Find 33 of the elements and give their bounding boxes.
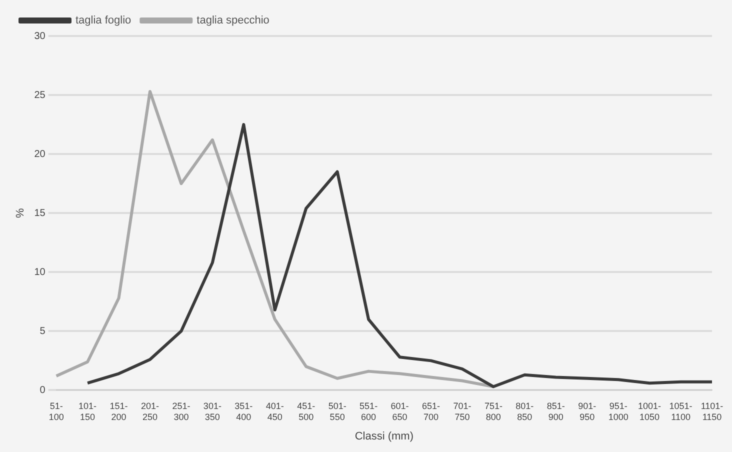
- y-tick-label: 30: [34, 30, 46, 42]
- y-tick-label: 25: [34, 90, 46, 101]
- y-tick-label: 5: [40, 326, 46, 337]
- legend-label: taglia foglio: [76, 14, 132, 27]
- x-tick-label: 701-750: [453, 401, 472, 422]
- x-tick-label: 351-400: [234, 401, 253, 422]
- x-tick-label: 901-950: [578, 401, 596, 422]
- y-tick-label: 10: [34, 266, 46, 278]
- legend-label: taglia specchio: [196, 14, 270, 27]
- y-tick-label: 0: [40, 384, 46, 396]
- x-tick-label: 51-100: [48, 401, 64, 422]
- x-tick-label: 1001-1050: [638, 401, 662, 422]
- x-axis-title: Classi (mm): [354, 430, 414, 442]
- x-tick-label: 201-250: [140, 401, 159, 422]
- x-tick-label: 651-700: [422, 401, 440, 422]
- x-tick-label: 251-300: [172, 401, 190, 422]
- x-tick-label: 751-800: [484, 401, 502, 422]
- x-tick-label: 601-650: [390, 401, 409, 422]
- x-tick-label: 301-350: [203, 401, 222, 422]
- x-tick-label: 1101-1150: [700, 401, 724, 422]
- y-tick-label: 15: [34, 208, 46, 219]
- x-tick-label: 801-850: [516, 401, 534, 422]
- y-tick-label: 20: [34, 148, 46, 160]
- x-tick-label: 401-450: [266, 401, 284, 422]
- y-axis-title: %: [14, 208, 27, 218]
- x-tick-label: 551-600: [360, 401, 378, 422]
- x-tick-label: 951-1000: [608, 401, 628, 422]
- x-tick-label: 501-550: [328, 401, 346, 422]
- x-tick-label: 451-500: [297, 401, 316, 422]
- x-tick-label: 151-200: [110, 401, 128, 422]
- x-tick-label: 851-900: [546, 401, 565, 422]
- x-tick-label: 1051-1100: [669, 401, 692, 422]
- x-tick-label: 101-150: [78, 401, 97, 422]
